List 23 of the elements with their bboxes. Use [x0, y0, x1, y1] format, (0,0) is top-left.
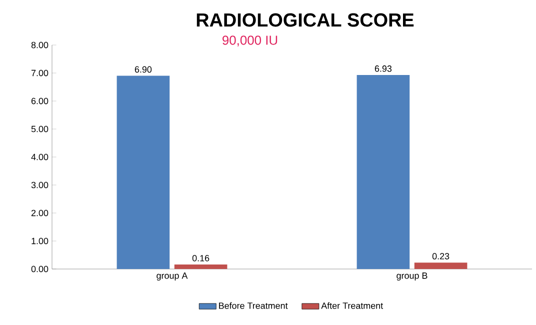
- bar: [356, 74, 410, 269]
- y-tick-label: 6.00: [31, 98, 48, 104]
- y-tick-label: 0.00: [31, 266, 48, 272]
- y-tick-label: 7.00: [31, 70, 48, 76]
- chart-title: RADIOLOGICAL SCORE: [196, 13, 414, 27]
- y-tick-label: 3.00: [31, 182, 48, 188]
- data-label: 6.93: [374, 65, 392, 72]
- bar: [174, 264, 228, 269]
- chart-subtitle: 90,000 IU: [222, 36, 278, 46]
- y-tick-label: 4.00: [31, 154, 48, 160]
- legend-label: Before Treatment: [219, 302, 288, 309]
- bar: [116, 76, 170, 269]
- legend-label: After Treatment: [321, 302, 384, 309]
- x-tick-label: group B: [396, 272, 428, 281]
- y-tick-label: 1.00: [32, 238, 48, 244]
- y-tick-label: 2.00: [31, 210, 48, 216]
- data-label: 0.23: [432, 253, 450, 260]
- bar: [414, 262, 468, 269]
- y-tick-label: 5.00: [31, 126, 48, 132]
- x-tick-label: group A: [156, 272, 188, 281]
- y-tick-label: 8.00: [31, 42, 48, 48]
- data-label: 6.90: [134, 66, 152, 73]
- data-label: 0.16: [192, 254, 210, 262]
